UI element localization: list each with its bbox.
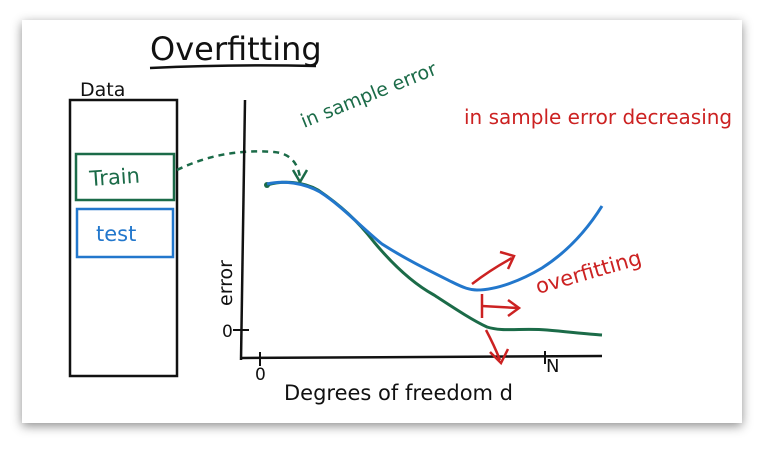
slide-frame: Overfitting Data Train test in sample er… (22, 20, 742, 423)
red-arrowhead-down (489, 348, 510, 366)
connector-arrowhead (291, 169, 309, 185)
in-sample-error-label: in sample error (298, 58, 440, 133)
data-label: Data (80, 79, 125, 101)
red-arrowhead-up (499, 250, 516, 270)
x-zero-label: 0 (255, 365, 266, 385)
test-label: test (96, 222, 136, 246)
train-connector (176, 150, 302, 179)
data-box (68, 98, 179, 378)
test-error-curve (266, 180, 604, 292)
x-axis (240, 354, 603, 360)
red-arrow-down (484, 329, 502, 361)
title-underline (149, 64, 317, 70)
y-zero-label: 0 (222, 322, 233, 342)
in-sample-error-curve (266, 180, 603, 337)
red-arrow-right (481, 304, 519, 310)
y-axis-label: error (215, 260, 237, 306)
test-box (75, 207, 175, 259)
train-label: Train (88, 164, 141, 192)
red-arrow-up (471, 256, 513, 285)
title: Overfitting (150, 30, 322, 68)
train-box (74, 152, 176, 202)
x-axis-label: Degrees of freedom d (284, 381, 513, 405)
overfitting-label: overfitting (533, 246, 644, 299)
in-sample-decreasing-label: in sample error decreasing (464, 105, 732, 129)
x-n-label: N (546, 356, 559, 377)
red-arrowhead-right (507, 298, 522, 318)
y-axis (239, 99, 247, 361)
overfitting-diagram: Overfitting Data Train test in sample er… (68, 30, 732, 405)
